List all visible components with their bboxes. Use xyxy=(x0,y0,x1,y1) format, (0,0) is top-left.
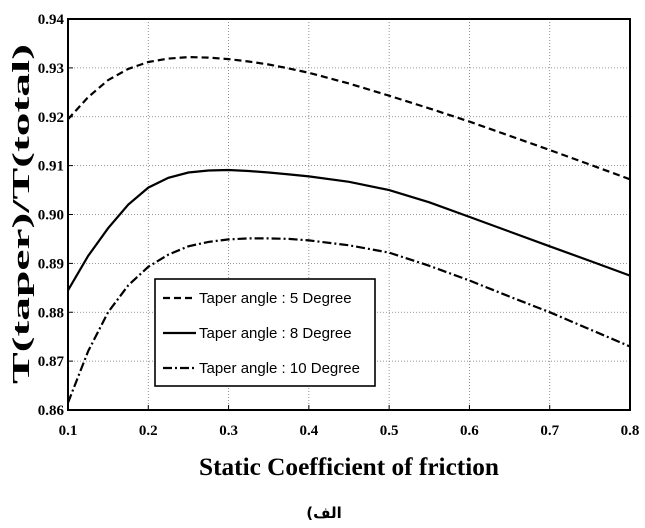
x-tick-label: 0.8 xyxy=(621,423,640,439)
x-tick-label: 0.5 xyxy=(380,423,399,439)
y-tick-label: 0.91 xyxy=(38,159,64,175)
legend-label: Taper angle : 5 Degree xyxy=(199,290,352,307)
y-tick-label: 0.86 xyxy=(38,403,65,419)
legend-label: Taper angle : 8 Degree xyxy=(199,325,352,342)
y-axis-title: T(taper)/T(total) xyxy=(9,44,35,384)
series-line xyxy=(66,237,631,404)
series-line xyxy=(67,168,631,291)
x-tick-label: 0.4 xyxy=(299,423,318,439)
y-tick-labels: 0.86 0.87 0.88 0.89 0.90 0.91 0.92 0.93 0.94 xyxy=(38,12,73,419)
y-tick-label: 0.88 xyxy=(38,305,64,321)
x-tick-label: 0.6 xyxy=(460,423,479,439)
y-tick-label: 0.89 xyxy=(38,256,64,272)
x-axis-title: Static Coefficient of friction xyxy=(199,454,499,481)
x-tick-label: 0.3 xyxy=(219,423,238,439)
y-tick-label: 0.87 xyxy=(38,354,65,370)
y-tick-label: 0.92 xyxy=(38,110,64,126)
x-tick-label: 0.1 xyxy=(59,423,78,439)
series-lines xyxy=(66,55,631,404)
x-tick-labels: 0.1 0.2 0.3 0.4 0.5 0.6 0.7 0.8 xyxy=(59,405,640,439)
figure-caption: الف) xyxy=(306,504,342,522)
y-tick-label: 0.90 xyxy=(38,208,64,224)
y-tick-label: 0.94 xyxy=(38,12,65,28)
legend-label: Taper angle : 10 Degree xyxy=(199,360,360,377)
y-tick-label: 0.93 xyxy=(38,61,64,77)
series-line xyxy=(67,55,631,181)
x-tick-label: 0.2 xyxy=(139,423,158,439)
x-tick-label: 0.7 xyxy=(540,423,559,439)
legend: Taper angle : 5 Degree Taper angle : 8 De… xyxy=(154,278,376,387)
